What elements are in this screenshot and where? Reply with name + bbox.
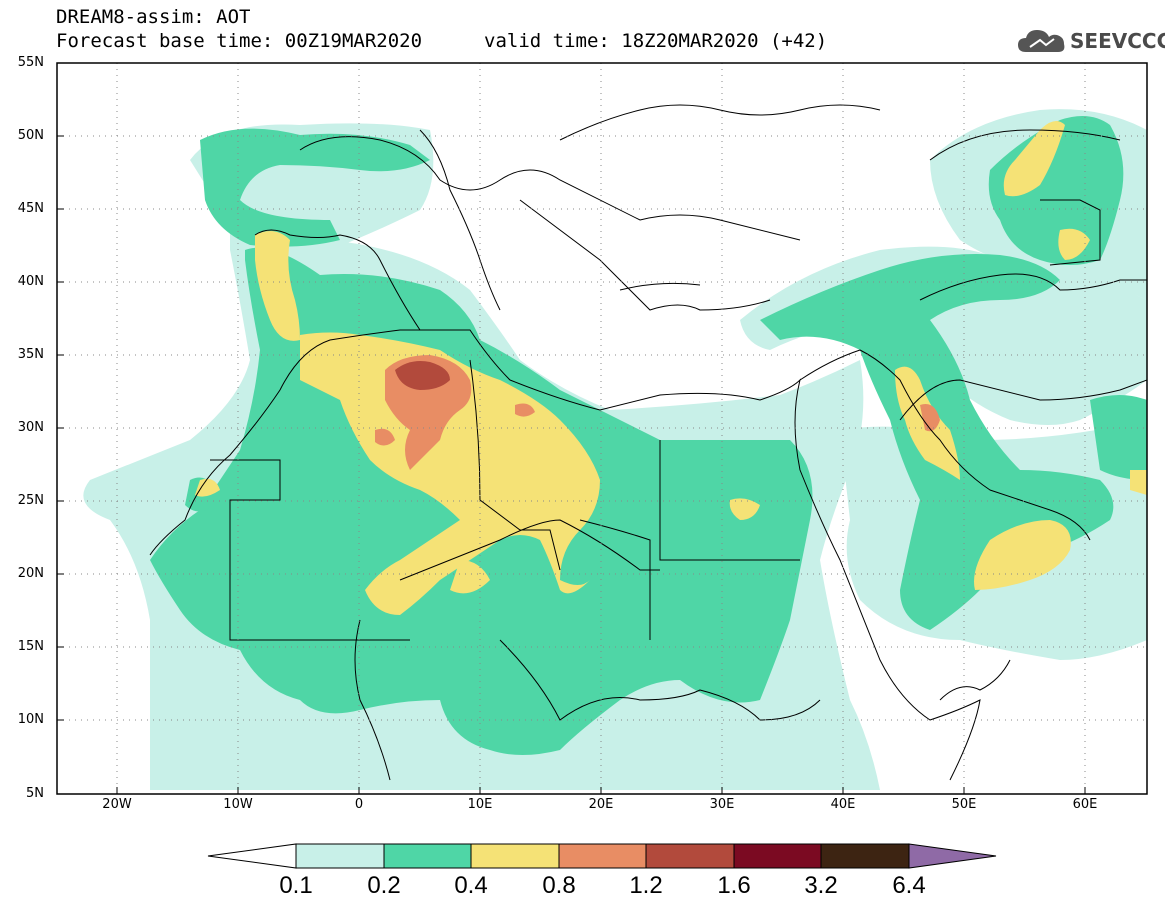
axis-ticks (57, 135, 1086, 794)
lat-label: 15N (17, 639, 44, 654)
logo-text: SEEVCCC (1070, 29, 1165, 53)
lat-label: 5N (26, 786, 44, 801)
colorbar-label: 3.2 (804, 872, 838, 899)
lon-label: 40E (830, 797, 856, 812)
colorbar-bin-0-2 (383, 843, 472, 869)
lon-label: 20E (588, 797, 614, 812)
lat-label: 10N (17, 712, 44, 727)
forecast-base-time: Forecast base time: 00Z19MAR2020 (56, 30, 423, 52)
lat-label: 20N (17, 566, 44, 581)
lat-label: 50N (17, 128, 44, 143)
colorbar-bin-3-2 (820, 843, 910, 869)
colorbar-bin-0-4 (470, 843, 560, 869)
colorbar-bin-0-8 (558, 843, 647, 869)
lat-label: 45N (17, 201, 44, 216)
colorbar-label: 6.4 (892, 872, 926, 899)
colorbar-label: 0.2 (367, 872, 401, 899)
aot-fields (83, 109, 1147, 790)
colorbar (207, 843, 997, 869)
lon-label: 60E (1072, 797, 1098, 812)
colorbar-label: 0.4 (454, 872, 488, 899)
lon-label: 10E (467, 797, 493, 812)
cloud-icon (1018, 30, 1065, 52)
lat-label: 25N (17, 493, 44, 508)
colorbar-bin-0-1 (295, 843, 385, 869)
seevccc-logo: SEEVCCC (1016, 26, 1165, 56)
valid-time: valid time: 18Z20MAR2020 (+42) (484, 30, 828, 52)
colorbar-label: 0.1 (279, 872, 313, 899)
lon-label: 20W (102, 797, 132, 812)
colorbar-bin-1-6 (733, 843, 822, 869)
colorbar-label: 1.6 (717, 872, 751, 899)
lon-label: 10W (223, 797, 253, 812)
lat-label: 40N (17, 274, 44, 289)
lat-label: 30N (17, 420, 44, 435)
colorbar-bin-1-2 (645, 843, 735, 869)
colorbar-label: 0.8 (542, 872, 576, 899)
colorbar-above-arrow (908, 843, 997, 869)
product-title: DREAM8-assim: AOT (56, 6, 251, 28)
colorbar-below-arrow (207, 843, 297, 869)
country-borders (149, 104, 1147, 781)
lon-label: 50E (951, 797, 977, 812)
lat-label: 35N (17, 347, 44, 362)
lat-label: 55N (17, 55, 44, 70)
lon-label: 0 (354, 797, 364, 812)
colorbar-label: 1.2 (629, 872, 663, 899)
lon-label: 30E (709, 797, 735, 812)
